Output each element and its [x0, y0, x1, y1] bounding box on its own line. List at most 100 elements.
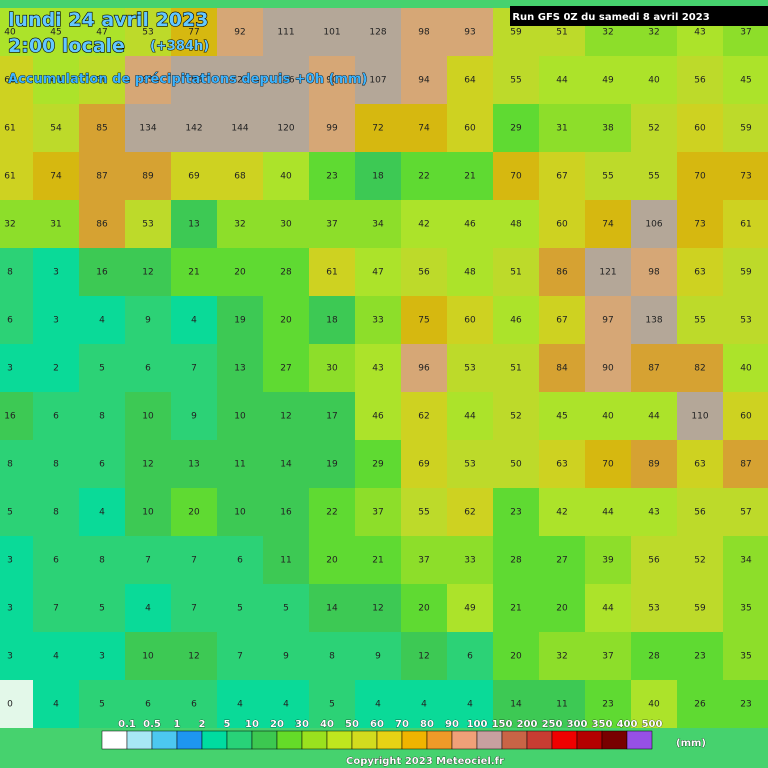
precip-value: 43	[648, 508, 659, 518]
precip-cell	[217, 104, 263, 152]
precip-cell	[585, 344, 631, 392]
precip-cell	[263, 488, 309, 536]
legend-label: 250	[542, 719, 563, 730]
precip-cell	[355, 56, 401, 104]
precip-cell	[631, 248, 677, 296]
precip-cell	[401, 632, 447, 680]
precip-cell	[125, 584, 171, 632]
precip-cell	[723, 248, 768, 296]
precip-cell	[631, 440, 677, 488]
precip-cell	[309, 8, 355, 56]
precip-value: 4	[421, 700, 427, 710]
precip-value: 49	[50, 76, 62, 86]
precip-value: 46	[464, 220, 476, 230]
precip-cell	[539, 56, 585, 104]
precip-value: 3	[7, 556, 13, 566]
precip-cell	[585, 296, 631, 344]
precip-cell	[33, 488, 79, 536]
precip-cell	[401, 680, 447, 728]
precip-cell	[493, 152, 539, 200]
precip-cell	[401, 248, 447, 296]
legend-swatch	[601, 730, 628, 750]
precip-value: 6	[99, 460, 105, 470]
legend-label: 70	[395, 719, 409, 730]
precip-cell	[355, 344, 401, 392]
precip-value: 86	[556, 268, 568, 278]
precip-value: 18	[326, 316, 338, 326]
precip-value: 77	[188, 28, 199, 38]
precip-cell	[401, 56, 447, 104]
precip-value: 8	[99, 556, 105, 566]
precip-cell	[447, 632, 493, 680]
precip-value: 8	[99, 412, 105, 422]
precip-value: 40	[602, 412, 614, 422]
precip-cell	[79, 8, 125, 56]
precip-cell	[33, 200, 79, 248]
precip-value: 3	[7, 364, 13, 374]
precip-cell	[447, 392, 493, 440]
precip-value: 84	[556, 364, 568, 374]
legend-swatch	[251, 730, 278, 750]
precip-value: 5	[99, 700, 105, 710]
precip-value: 27	[556, 556, 567, 566]
precip-value: 52	[648, 124, 659, 134]
precip-cell	[263, 200, 309, 248]
precip-value: 23	[694, 652, 705, 662]
precip-cell	[539, 632, 585, 680]
precip-cell	[723, 392, 768, 440]
precip-cell	[355, 440, 401, 488]
precip-value: 53	[142, 220, 153, 230]
forecast-lead: (+384h)	[150, 39, 209, 54]
precip-cell	[171, 200, 217, 248]
precip-cell	[447, 200, 493, 248]
precip-value: 53	[142, 28, 153, 38]
precip-cell	[33, 584, 79, 632]
precip-value: 6	[53, 412, 59, 422]
precip-cell	[217, 56, 263, 104]
precip-cell	[355, 8, 401, 56]
precip-value: 21	[510, 604, 521, 614]
precip-cell	[263, 248, 309, 296]
precip-cell	[677, 536, 723, 584]
precip-cell	[355, 584, 401, 632]
precip-cell	[263, 584, 309, 632]
legend-label: 50	[345, 719, 359, 730]
precip-cell	[677, 392, 723, 440]
precip-value: 4	[375, 700, 381, 710]
legend-label: 100	[467, 719, 488, 730]
precip-cell	[723, 584, 768, 632]
precip-cell	[631, 680, 677, 728]
precip-value: 93	[464, 28, 475, 38]
precip-value: 44	[464, 412, 476, 422]
precip-value: 98	[648, 268, 660, 278]
precip-cell	[217, 152, 263, 200]
legend-swatch	[451, 730, 478, 750]
precip-cell	[171, 248, 217, 296]
precip-value: 38	[602, 124, 614, 134]
precip-value: 3	[7, 652, 13, 662]
legend-label: 60	[370, 719, 384, 730]
precip-value: 46	[510, 316, 522, 326]
precip-cell	[217, 344, 263, 392]
precip-cell	[33, 392, 79, 440]
precip-cell	[33, 440, 79, 488]
precip-value: 6	[237, 556, 243, 566]
precip-cell	[401, 584, 447, 632]
precip-cell	[217, 8, 263, 56]
precip-value: 21	[464, 172, 475, 182]
precip-value: 23	[510, 508, 521, 518]
precip-cell	[171, 536, 217, 584]
precip-cell	[401, 440, 447, 488]
precip-cell	[125, 680, 171, 728]
precip-value: 106	[645, 220, 662, 230]
precip-value: 37	[602, 652, 613, 662]
precip-cell	[447, 8, 493, 56]
precip-cell	[355, 248, 401, 296]
precip-value: 63	[694, 268, 705, 278]
precip-value: 11	[280, 556, 291, 566]
precip-cell	[79, 488, 125, 536]
precip-value: 89	[142, 172, 154, 182]
precip-value: 87	[740, 460, 751, 470]
precip-cell	[723, 440, 768, 488]
